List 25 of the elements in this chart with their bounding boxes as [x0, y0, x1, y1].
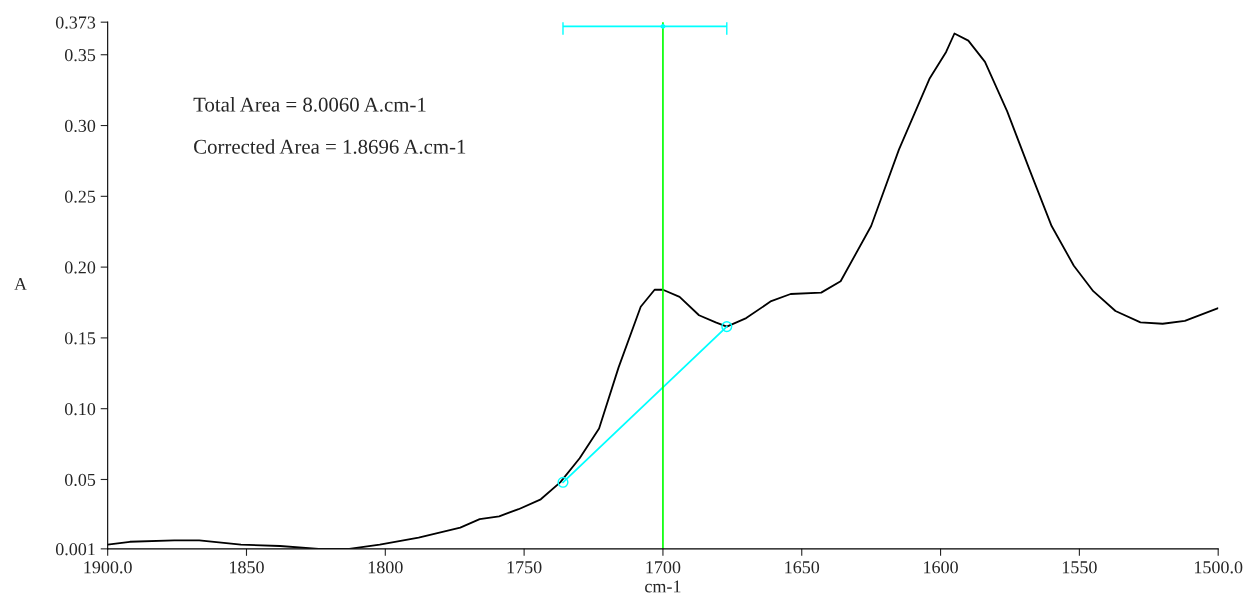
y-tick-label: 0.20: [64, 261, 96, 274]
x-tick-label: 1500.0: [1194, 561, 1243, 574]
y-tick-label: 0.05: [64, 473, 96, 486]
y-tick-label: 0.373: [55, 16, 96, 29]
x-axis-title: cm-1: [645, 580, 681, 593]
x-tick-label: 1900.0: [84, 561, 132, 574]
y-tick-label: 0.001: [55, 543, 95, 556]
x-tick-label: 1550: [1062, 561, 1097, 574]
point: [557, 476, 569, 488]
x-tick-label: 1750: [507, 561, 542, 574]
y-tick-label: 0.35: [64, 49, 96, 62]
y-axis-title: A: [14, 277, 27, 290]
annotation: Total Area = 8.0060 A.cm-1: [193, 97, 426, 112]
x-tick-label: 1850: [230, 561, 264, 574]
point: [660, 24, 666, 29]
x-tick-label: 1700: [646, 561, 681, 574]
y-tick-label: 0.10: [64, 402, 96, 416]
annotation: Corrected Area = 1.8696 A.cm-1: [194, 139, 466, 154]
point: [721, 321, 733, 333]
x-tick-label: 1800: [368, 561, 403, 574]
y-tick-label: 0.30: [64, 119, 96, 133]
x-tick-label: 1650: [785, 561, 820, 574]
y-tick-label: 0.15: [64, 332, 96, 345]
x-tick-label: 1600: [924, 561, 958, 574]
y-tick-label: 0.25: [64, 190, 96, 203]
